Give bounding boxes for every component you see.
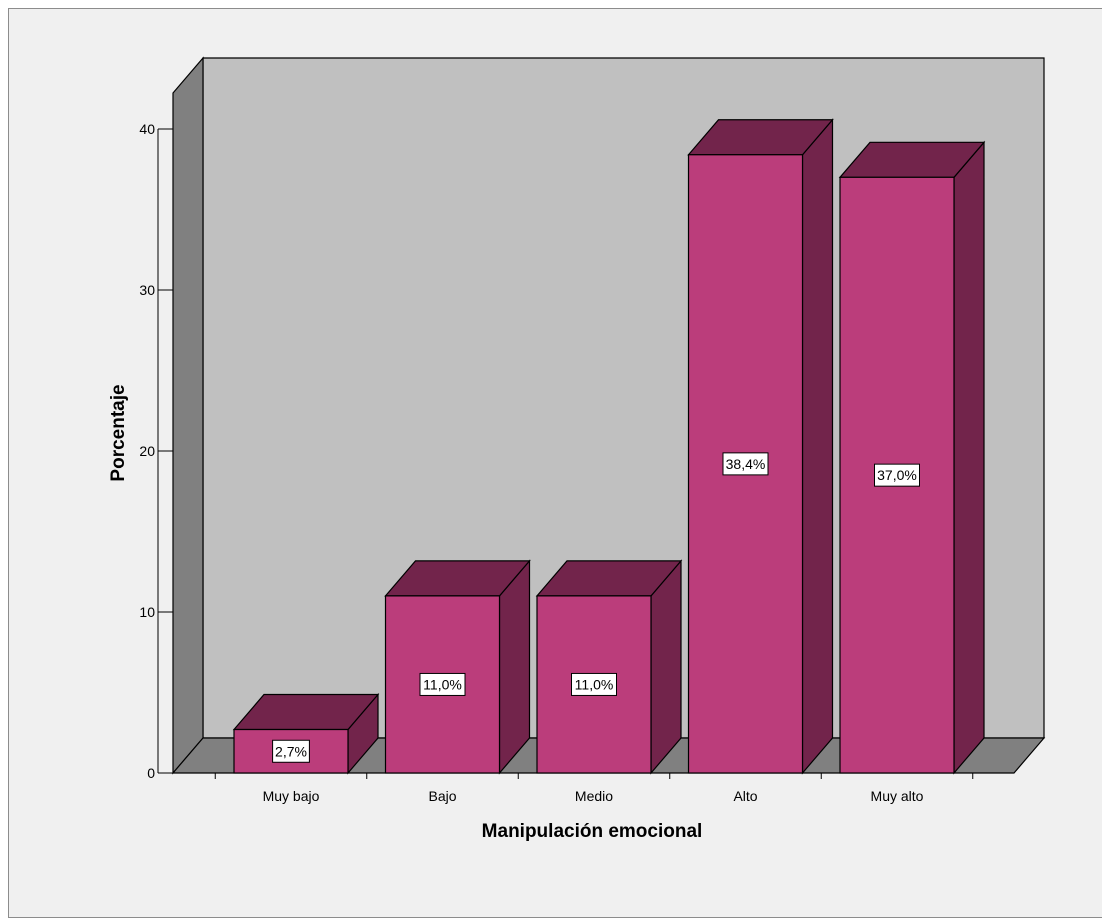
bar-side	[801, 118, 834, 775]
bar: 37,0%	[838, 140, 986, 775]
bar-side	[953, 140, 985, 775]
bars: 2,7% 11,0% 11,0% 38,4% 37,0%	[232, 118, 986, 775]
y-tick-label: 20	[139, 443, 155, 459]
data-label-box	[722, 452, 769, 476]
y-tick-label: 10	[139, 604, 155, 620]
data-label-box	[571, 672, 617, 696]
bar: 38,4%	[687, 118, 834, 775]
bar: 2,7%	[232, 692, 380, 775]
data-label: 11,0%	[423, 676, 462, 692]
bar-side	[650, 559, 682, 775]
y-axis: 0 10 20 30 40	[139, 121, 173, 781]
bar: 11,0%	[384, 559, 531, 775]
x-axis-title: Manipulación emocional	[482, 821, 703, 842]
data-label: 11,0%	[575, 676, 614, 692]
x-tick-label: Medio	[575, 788, 613, 804]
bar: 11,0%	[535, 559, 683, 775]
x-axis: Muy bajo Bajo Medio Alto Muy alto	[214, 773, 974, 804]
bar-side	[498, 559, 531, 775]
y-tick-label: 40	[139, 121, 155, 137]
y-axis-title: Porcentaje	[108, 384, 129, 481]
x-tick-label: Muy bajo	[263, 788, 320, 804]
data-label: 37,0%	[877, 467, 917, 483]
data-label-box	[874, 463, 920, 487]
x-tick-label: Alto	[733, 788, 757, 804]
data-label: 2,7%	[275, 743, 307, 759]
data-label-box	[272, 739, 310, 763]
side-wall	[172, 56, 204, 775]
data-label-box	[419, 672, 466, 696]
x-tick-label: Muy alto	[871, 788, 924, 804]
x-tick-label: Bajo	[428, 788, 456, 804]
y-tick-label: 30	[139, 282, 155, 298]
y-tick-label: 0	[147, 765, 155, 781]
data-label: 38,4%	[726, 456, 766, 472]
